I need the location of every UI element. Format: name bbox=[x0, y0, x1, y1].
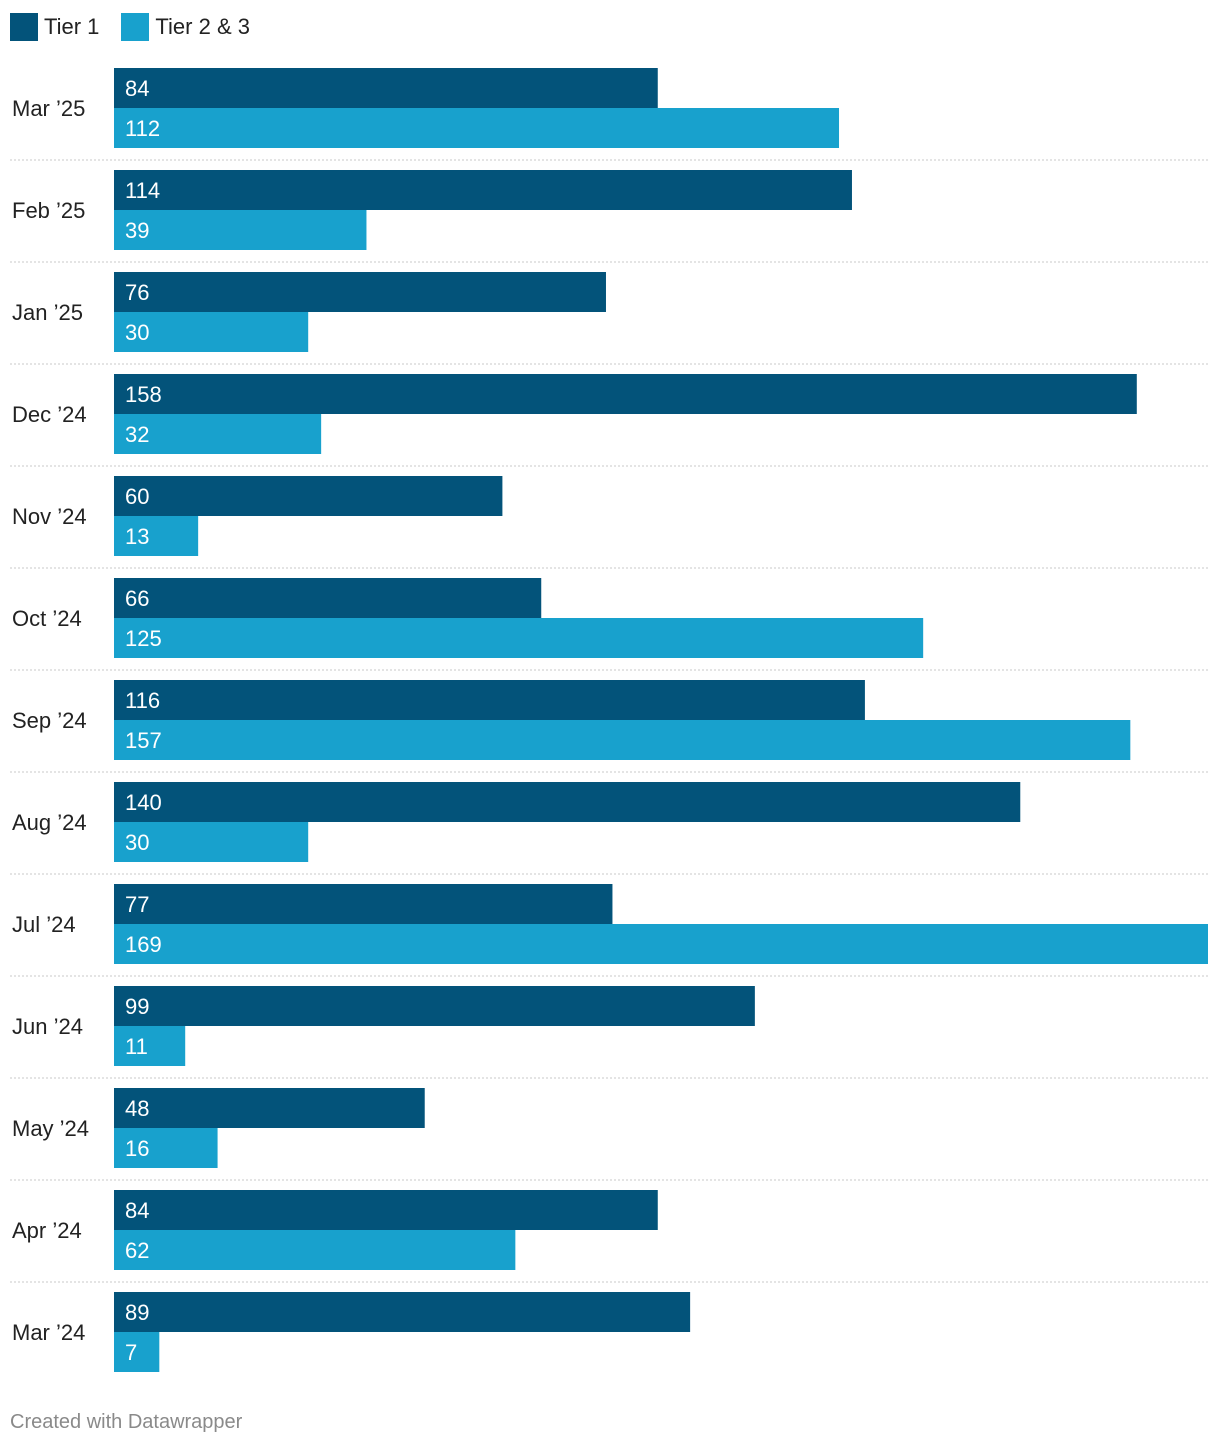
data-label: 158 bbox=[125, 382, 162, 407]
category-label: Sep ’24 bbox=[12, 708, 87, 733]
category-label: Apr ’24 bbox=[12, 1218, 82, 1243]
data-label: 114 bbox=[125, 178, 160, 203]
data-label: 76 bbox=[125, 280, 149, 305]
bar-tier-1 bbox=[114, 272, 606, 312]
category-label: Jan ’25 bbox=[12, 300, 83, 325]
category-label: Mar ’24 bbox=[12, 1320, 85, 1345]
data-label: 32 bbox=[125, 422, 149, 447]
bar-tier-1 bbox=[114, 1190, 658, 1230]
bar-tier-2-3 bbox=[114, 414, 322, 454]
footer-credit: Created with Datawrapper bbox=[10, 1411, 243, 1433]
bar-tier-1 bbox=[114, 782, 1021, 822]
data-label: 169 bbox=[125, 932, 162, 957]
data-label: 112 bbox=[125, 116, 160, 141]
data-label: 30 bbox=[125, 320, 149, 345]
category-label: Oct ’24 bbox=[12, 606, 82, 631]
bar-tier-1 bbox=[114, 1292, 691, 1332]
data-label: 39 bbox=[125, 218, 149, 243]
data-label: 7 bbox=[125, 1340, 137, 1365]
bar-tier-2-3 bbox=[114, 618, 924, 658]
bar-tier-2-3 bbox=[114, 1230, 516, 1270]
bar-tier-1 bbox=[114, 476, 503, 516]
category-label: Jul ’24 bbox=[12, 912, 76, 937]
legend-item-tier-2-3: Tier 2 & 3 bbox=[121, 13, 250, 41]
bar-tier-2-3 bbox=[114, 822, 309, 862]
legend-label-tier-2-3: Tier 2 & 3 bbox=[155, 14, 250, 39]
bar-tier-1 bbox=[114, 680, 865, 720]
bar-tier-1 bbox=[114, 986, 755, 1026]
bar-tier-1 bbox=[114, 68, 658, 108]
data-label: 62 bbox=[125, 1238, 149, 1263]
data-label: 157 bbox=[125, 728, 162, 753]
bar-tier-2-3 bbox=[114, 108, 840, 148]
data-label: 11 bbox=[125, 1034, 148, 1059]
data-label: 140 bbox=[125, 790, 162, 815]
bar-tier-2-3 bbox=[114, 312, 309, 352]
data-label: 48 bbox=[125, 1096, 149, 1121]
bar-tier-2-3 bbox=[114, 516, 199, 556]
data-label: 60 bbox=[125, 484, 149, 509]
category-label: Aug ’24 bbox=[12, 810, 87, 835]
bar-tier-2-3 bbox=[114, 1128, 218, 1168]
bar-tier-1 bbox=[114, 884, 613, 924]
data-label: 89 bbox=[125, 1300, 149, 1325]
bar-chart: Mar ’25 84 112 Feb ’25 114 39 Jan ’25 76 30 Dec ’… bbox=[10, 68, 1208, 1372]
bar-tier-2-3 bbox=[114, 924, 1208, 964]
legend-swatch-tier-1 bbox=[10, 13, 38, 41]
category-label: Mar ’25 bbox=[12, 96, 85, 121]
bar-tier-2-3 bbox=[114, 720, 1131, 760]
category-label: Dec ’24 bbox=[12, 402, 87, 427]
data-label: 77 bbox=[125, 892, 149, 917]
data-label: 84 bbox=[125, 1198, 149, 1223]
legend-swatch-tier-2-3 bbox=[121, 13, 150, 41]
bar-tier-1 bbox=[114, 374, 1137, 414]
legend: Tier 1 Tier 2 & 3 bbox=[10, 12, 272, 42]
category-label: Nov ’24 bbox=[12, 504, 87, 529]
data-label: 16 bbox=[125, 1136, 149, 1161]
data-label: 116 bbox=[125, 688, 160, 713]
bar-tier-2-3 bbox=[114, 1332, 160, 1372]
bar-tier-2-3 bbox=[114, 210, 367, 250]
legend-item-tier-1: Tier 1 bbox=[10, 13, 99, 41]
data-label: 30 bbox=[125, 830, 149, 855]
category-label: Jun ’24 bbox=[12, 1014, 83, 1039]
data-label: 66 bbox=[125, 586, 149, 611]
category-label: May ’24 bbox=[12, 1116, 89, 1141]
category-label: Feb ’25 bbox=[12, 198, 85, 223]
bar-tier-1 bbox=[114, 1088, 425, 1128]
bar-tier-2-3 bbox=[114, 1026, 186, 1066]
legend-label-tier-1: Tier 1 bbox=[44, 14, 100, 39]
bar-tier-1 bbox=[114, 170, 852, 210]
bar-tier-1 bbox=[114, 578, 542, 618]
data-label: 99 bbox=[125, 994, 149, 1019]
data-label: 125 bbox=[125, 626, 162, 651]
data-label: 84 bbox=[125, 76, 149, 101]
data-label: 13 bbox=[125, 524, 149, 549]
